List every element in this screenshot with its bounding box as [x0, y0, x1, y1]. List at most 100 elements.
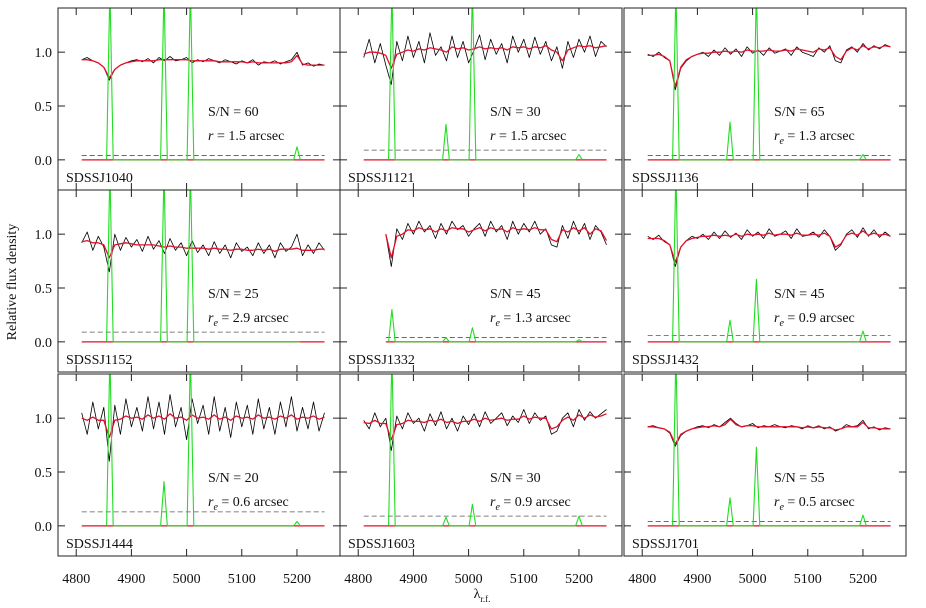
sn-label: S/N = 45: [774, 287, 825, 302]
x-tick-label: 5000: [173, 572, 201, 587]
model-fit: [363, 45, 607, 69]
panel-name: SDSSJ1152: [66, 353, 132, 368]
radius-symbol: r: [208, 129, 214, 144]
panel: SDSSJ1432 S/N = 45 re = 0.9 arcsec: [623, 189, 907, 373]
plot-area: [647, 374, 891, 527]
emission-lines: [106, 374, 301, 527]
radius-symbol: r: [774, 495, 780, 510]
panel: SDSSJ1121 S/N = 30 r = 1.5 arcsec: [339, 7, 623, 191]
emission-lines: [106, 190, 301, 343]
radius-symbol: r: [208, 311, 214, 326]
radius-label: re = 2.9 arcsec: [208, 311, 289, 329]
panel: SDSSJ1332 S/N = 45 re = 1.3 arcsec: [339, 189, 623, 373]
panel-name: SDSSJ1121: [348, 171, 414, 186]
radius-text: = 1.3 arcsec: [784, 129, 855, 144]
model-fit: [81, 413, 325, 439]
panel-frame: [57, 189, 341, 373]
panel-name: SDSSJ1701: [632, 537, 699, 552]
radius-text: = 1.5 arcsec: [495, 129, 566, 144]
y-tick-label: 1.0: [35, 412, 53, 427]
x-tick-label: 5100: [510, 572, 538, 587]
y-tick-label: 1.0: [35, 46, 53, 61]
sn-label: S/N = 30: [490, 105, 541, 120]
plot-area: [81, 374, 325, 527]
model-fit: [385, 227, 608, 259]
y-tick-label: 0.0: [35, 520, 53, 535]
spectrum-data: [647, 227, 891, 267]
radius-text: = 1.5 arcsec: [213, 129, 284, 144]
radius-subscript: e: [779, 136, 784, 147]
emission-lines: [388, 8, 583, 161]
plot-area: [647, 8, 891, 161]
radius-text: = 0.9 arcsec: [500, 495, 571, 510]
spectrum-data: [363, 32, 607, 85]
sn-label: S/N = 30: [490, 471, 541, 486]
radius-label: re = 0.6 arcsec: [208, 495, 289, 513]
panel-frame: [57, 373, 341, 557]
radius-symbol: r: [774, 311, 780, 326]
x-tick-label: 5100: [228, 572, 256, 587]
panel-name: SDSSJ1444: [66, 537, 133, 552]
panel-frame: [339, 7, 623, 191]
panel: SDSSJ1040 S/N = 60 r = 1.5 arcsec: [57, 7, 341, 191]
panel-name: SDSSJ1603: [348, 537, 415, 552]
radius-label: r = 1.5 arcsec: [490, 129, 566, 144]
radius-text: = 0.9 arcsec: [784, 311, 855, 326]
radius-subscript: e: [495, 502, 500, 513]
spectrum-data: [385, 220, 607, 267]
radius-text: = 1.3 arcsec: [500, 311, 571, 326]
emission-lines: [672, 190, 867, 343]
radius-text: = 0.5 arcsec: [784, 495, 855, 510]
y-tick-label: 0.5: [35, 466, 53, 481]
x-tick-label: 5100: [794, 572, 822, 587]
radius-symbol: r: [490, 129, 496, 144]
sn-label: S/N = 45: [490, 287, 541, 302]
panel: SDSSJ1152 S/N = 25 re = 2.9 arcsec: [57, 189, 341, 373]
x-tick-label: 4800: [344, 572, 372, 587]
model-fit: [647, 418, 891, 445]
plot-area: [363, 8, 607, 161]
x-axis-label: λr.f.: [474, 587, 491, 604]
panel-frame: [623, 7, 907, 191]
sn-label: S/N = 65: [774, 105, 825, 120]
x-tick-label: 5200: [565, 572, 593, 587]
plot-area: [385, 220, 608, 343]
x-tick-label: 4800: [628, 572, 656, 587]
x-tick-label: 5200: [849, 572, 877, 587]
model-fit: [647, 45, 891, 88]
y-tick-label: 0.5: [35, 100, 53, 115]
panel-name: SDSSJ1136: [632, 171, 698, 186]
sn-label: S/N = 55: [774, 471, 825, 486]
y-tick-label: 1.0: [35, 228, 53, 243]
x-tick-label: 5000: [739, 572, 767, 587]
panel-frame: [339, 373, 623, 557]
radius-subscript: e: [495, 318, 500, 329]
emission-lines: [388, 374, 583, 527]
radius-subscript: e: [779, 502, 784, 513]
x-tick-label: 5000: [455, 572, 483, 587]
x-tick-label: 4800: [62, 572, 90, 587]
panel: SDSSJ1701 S/N = 55 re = 0.5 arcsec: [623, 373, 907, 557]
radius-label: re = 1.3 arcsec: [490, 311, 571, 329]
panel-frame: [623, 373, 907, 557]
sn-label: S/N = 20: [208, 471, 259, 486]
spectrum-data: [81, 394, 325, 462]
plot-area: [81, 8, 325, 161]
plot-area: [81, 190, 325, 343]
x-tick-label: 4900: [117, 572, 145, 587]
x-axis-subscript: r.f.: [480, 594, 490, 604]
radius-symbol: r: [774, 129, 780, 144]
emission-lines: [672, 8, 867, 161]
panel: SDSSJ1136 S/N = 65 re = 1.3 arcsec: [623, 7, 907, 191]
y-tick-label: 0.5: [35, 282, 53, 297]
radius-label: re = 1.3 arcsec: [774, 129, 855, 147]
model-fit: [81, 239, 325, 259]
panel-name: SDSSJ1332: [348, 353, 415, 368]
emission-lines: [106, 8, 301, 161]
sn-label: S/N = 25: [208, 287, 259, 302]
x-tick-label: 4900: [399, 572, 427, 587]
radius-label: re = 0.5 arcsec: [774, 495, 855, 513]
emission-lines: [388, 308, 583, 343]
radius-text: = 0.6 arcsec: [218, 495, 289, 510]
